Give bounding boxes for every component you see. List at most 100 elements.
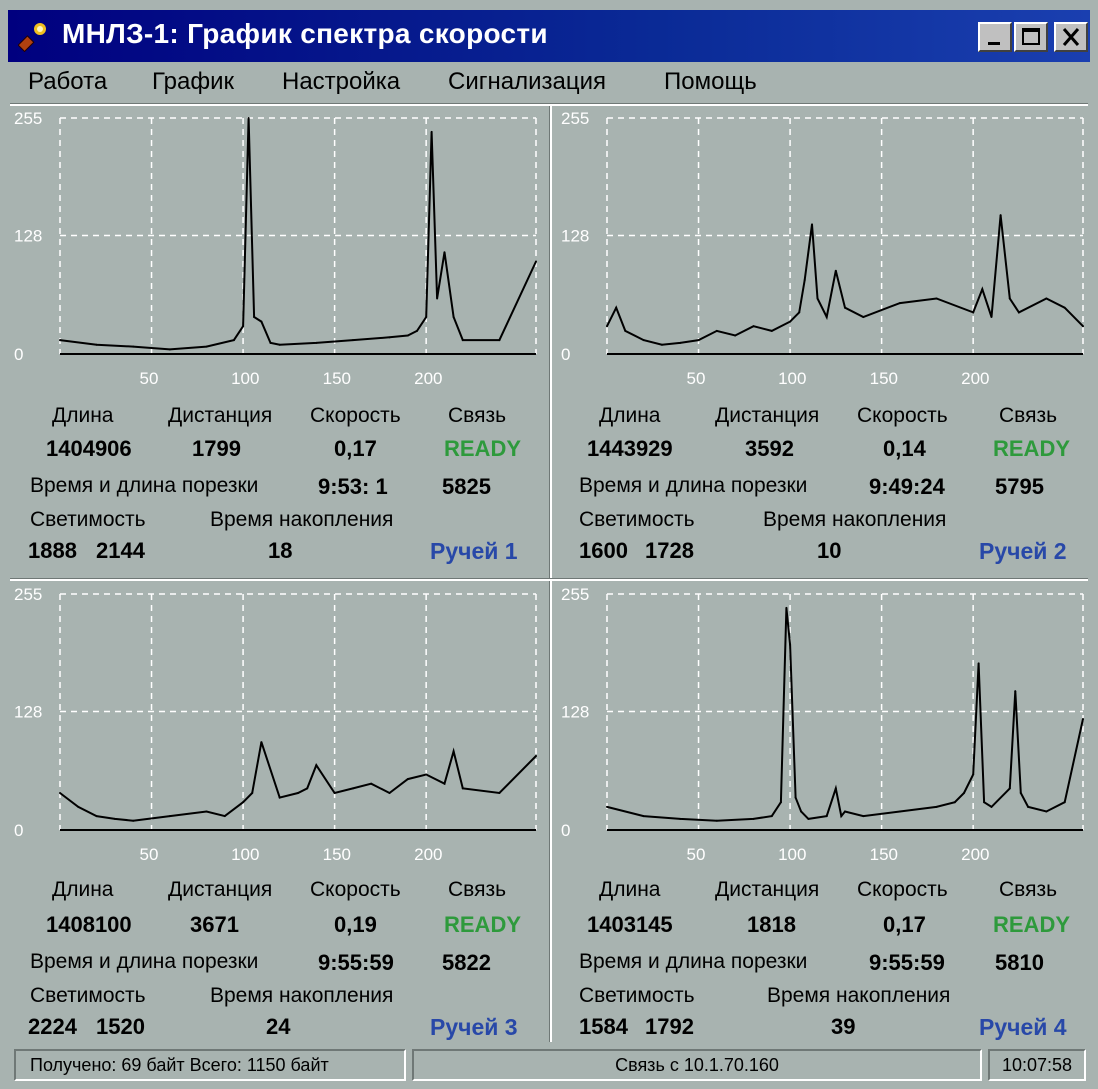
cut-label: Время и длина порезки — [579, 950, 808, 973]
menu-divider — [10, 103, 1088, 106]
link-label: Связь — [448, 404, 507, 427]
spectrum-point — [168, 815, 171, 818]
spectrum-point — [642, 339, 645, 342]
spectrum-point — [306, 787, 309, 790]
x-tick-label: 150 — [870, 845, 898, 864]
spectrum-point — [1082, 325, 1084, 328]
spectrum-point — [785, 606, 788, 609]
speed-value: 0,17 — [883, 912, 926, 937]
link-label: Связь — [448, 878, 507, 901]
length-label: Длина — [599, 878, 661, 901]
stream-label: Ручей 2 — [979, 538, 1067, 564]
spectrum-point — [260, 320, 263, 323]
spectrum-chart-2: 255 128 0 50 100 150 200 — [561, 109, 1084, 388]
spectrum-point — [251, 791, 254, 794]
panel-divider-horizontal — [10, 578, 1088, 581]
luminosity-label: Светимость — [30, 984, 146, 1007]
speed-label: Скорость — [310, 878, 401, 901]
spectrum-point — [624, 329, 627, 332]
spectrum-point — [242, 325, 245, 328]
spectrum-point — [535, 260, 537, 263]
menu-alarm[interactable]: Сигнализация — [448, 68, 607, 95]
spectrum-point — [1082, 717, 1084, 720]
accumulation-label: Время накопления — [767, 984, 951, 1007]
menu-help[interactable]: Помощь — [664, 68, 757, 95]
spectrum-point — [132, 819, 135, 822]
spectrum-point — [606, 325, 608, 328]
spectrum-point — [416, 329, 418, 332]
spectrum-point — [1045, 297, 1048, 300]
spectrum-point — [315, 764, 318, 767]
spectrum-point — [242, 801, 245, 804]
spectrum-chart-1: 255 128 0 50 100 150 200 — [14, 109, 537, 388]
spectrum-point — [734, 334, 737, 337]
luminosity-value-2: 1728 — [645, 538, 694, 563]
spectrum-point — [1008, 787, 1011, 790]
spectrum-point — [132, 345, 135, 348]
accumulation-label: Время накопления — [763, 508, 947, 531]
spectrum-line — [606, 215, 1084, 346]
minimize-button[interactable] — [978, 22, 1012, 52]
distance-label: Дистанция — [168, 404, 273, 427]
spectrum-point — [168, 348, 171, 351]
spectrum-point — [770, 329, 773, 332]
spectrum-point — [59, 791, 61, 794]
spectrum-point — [679, 817, 682, 820]
x-tick-label: 200 — [961, 369, 989, 388]
spectrum-point — [498, 791, 501, 794]
menu-chart[interactable]: График — [152, 68, 234, 95]
speed-label: Скорость — [857, 878, 948, 901]
spectrum-point — [498, 339, 501, 342]
y-tick-label: 0 — [14, 345, 23, 364]
menu-work[interactable]: Работа — [28, 68, 108, 95]
spectrum-point — [803, 278, 806, 281]
spectrum-point — [1063, 306, 1066, 309]
y-tick-label: 128 — [14, 703, 42, 722]
luminosity-value-2: 1520 — [96, 1014, 145, 1039]
spectrum-point — [425, 773, 428, 776]
cut-time-value: 9:55:59 — [869, 950, 945, 975]
length-label: Длина — [52, 878, 114, 901]
spectrum-point — [461, 339, 464, 342]
spectrum-point — [443, 251, 446, 254]
cut-time-value: 9:49:24 — [869, 474, 945, 499]
menu-settings[interactable]: Настройка — [282, 68, 401, 95]
spectrum-point — [862, 815, 865, 818]
spectrum-point — [1063, 801, 1066, 804]
spectrum-point — [798, 311, 801, 314]
length-value: 1403145 — [587, 912, 673, 937]
status-badge: READY — [993, 436, 1071, 461]
luminosity-value-2: 2144 — [96, 538, 145, 563]
spectrum-point — [232, 339, 235, 342]
spectrum-point — [840, 815, 843, 818]
maximize-button[interactable] — [1014, 22, 1048, 52]
x-tick-label: 150 — [323, 845, 351, 864]
title-bar[interactable]: МНЛЗ-1: График спектра скорости — [8, 10, 1090, 62]
link-label: Связь — [999, 404, 1058, 427]
spectrum-point — [315, 341, 318, 344]
accumulation-value: 39 — [831, 1014, 856, 1039]
distance-value: 1799 — [192, 436, 241, 461]
close-button[interactable] — [1054, 22, 1088, 52]
y-tick-label: 255 — [561, 109, 589, 128]
spectrum-point — [789, 643, 792, 646]
spectrum-point — [452, 315, 455, 318]
speed-value: 0,19 — [334, 912, 377, 937]
stream-label: Ручей 1 — [430, 538, 518, 564]
spectrum-point — [351, 787, 354, 790]
length-label: Длина — [52, 404, 114, 427]
luminosity-value-1: 1600 — [579, 538, 628, 563]
panel-divider-vertical — [549, 106, 552, 1042]
spectrum-point — [898, 302, 901, 305]
luminosity-value-1: 1584 — [579, 1014, 628, 1039]
spectrum-point — [715, 329, 718, 332]
status-badge: READY — [444, 912, 522, 937]
spectrum-point — [844, 810, 846, 813]
spectrum-point — [990, 315, 993, 318]
stream-label: Ручей 3 — [430, 1014, 518, 1040]
y-tick-label: 0 — [561, 821, 570, 840]
spectrum-point — [461, 787, 464, 790]
accumulation-value: 18 — [268, 538, 293, 563]
spectrum-point — [333, 791, 336, 794]
spectrum-point — [972, 773, 975, 776]
